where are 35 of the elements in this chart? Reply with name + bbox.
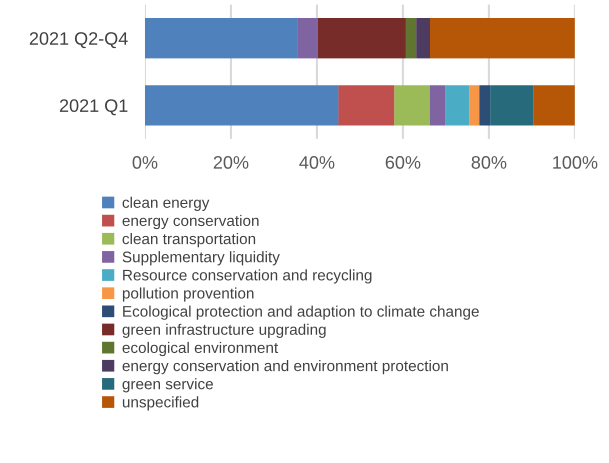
bar [445, 85, 470, 126]
legend-label: energy conservation [122, 214, 259, 230]
x-tick-label: 80% [472, 156, 506, 169]
bar [394, 85, 430, 126]
bar [416, 18, 430, 58]
legend-label: green service [122, 378, 213, 392]
bar [430, 18, 575, 58]
bar [406, 18, 416, 58]
bar [298, 18, 318, 58]
bar [318, 18, 406, 58]
x-tick-label: 40% [299, 156, 334, 169]
x-tick-label: 0% [132, 156, 158, 169]
legend-label: Ecological protection and adaption to climate change [123, 306, 479, 320]
legend-label: energy conservation and environment protection [122, 360, 448, 374]
bar [144, 18, 298, 58]
legend-label: clean energy [122, 196, 210, 211]
legend-label: pollution provention [122, 287, 254, 302]
legend-label: green infrastructure upgrading [122, 324, 326, 338]
legend-label: Supplementary liquidity [122, 251, 280, 266]
legend-label: unspecified [122, 396, 198, 411]
bar [144, 85, 338, 126]
x-tick-label: 60% [386, 156, 420, 169]
x-tick-label: 100% [553, 156, 598, 169]
bar [430, 85, 446, 126]
bar [338, 85, 394, 126]
x-tick-label: 20% [214, 156, 248, 169]
legend-label: ecological environment [122, 342, 278, 356]
bar [533, 85, 575, 126]
legend-label: Resource conservation and recycling [123, 269, 372, 284]
bar [479, 85, 490, 126]
y-tick-label: 2021 Q1 [60, 99, 128, 116]
legend-label: clean transportation [122, 233, 256, 248]
bar [469, 85, 480, 126]
y-tick-label: 2021 Q2-Q4 [30, 32, 128, 48]
bar [490, 85, 534, 126]
